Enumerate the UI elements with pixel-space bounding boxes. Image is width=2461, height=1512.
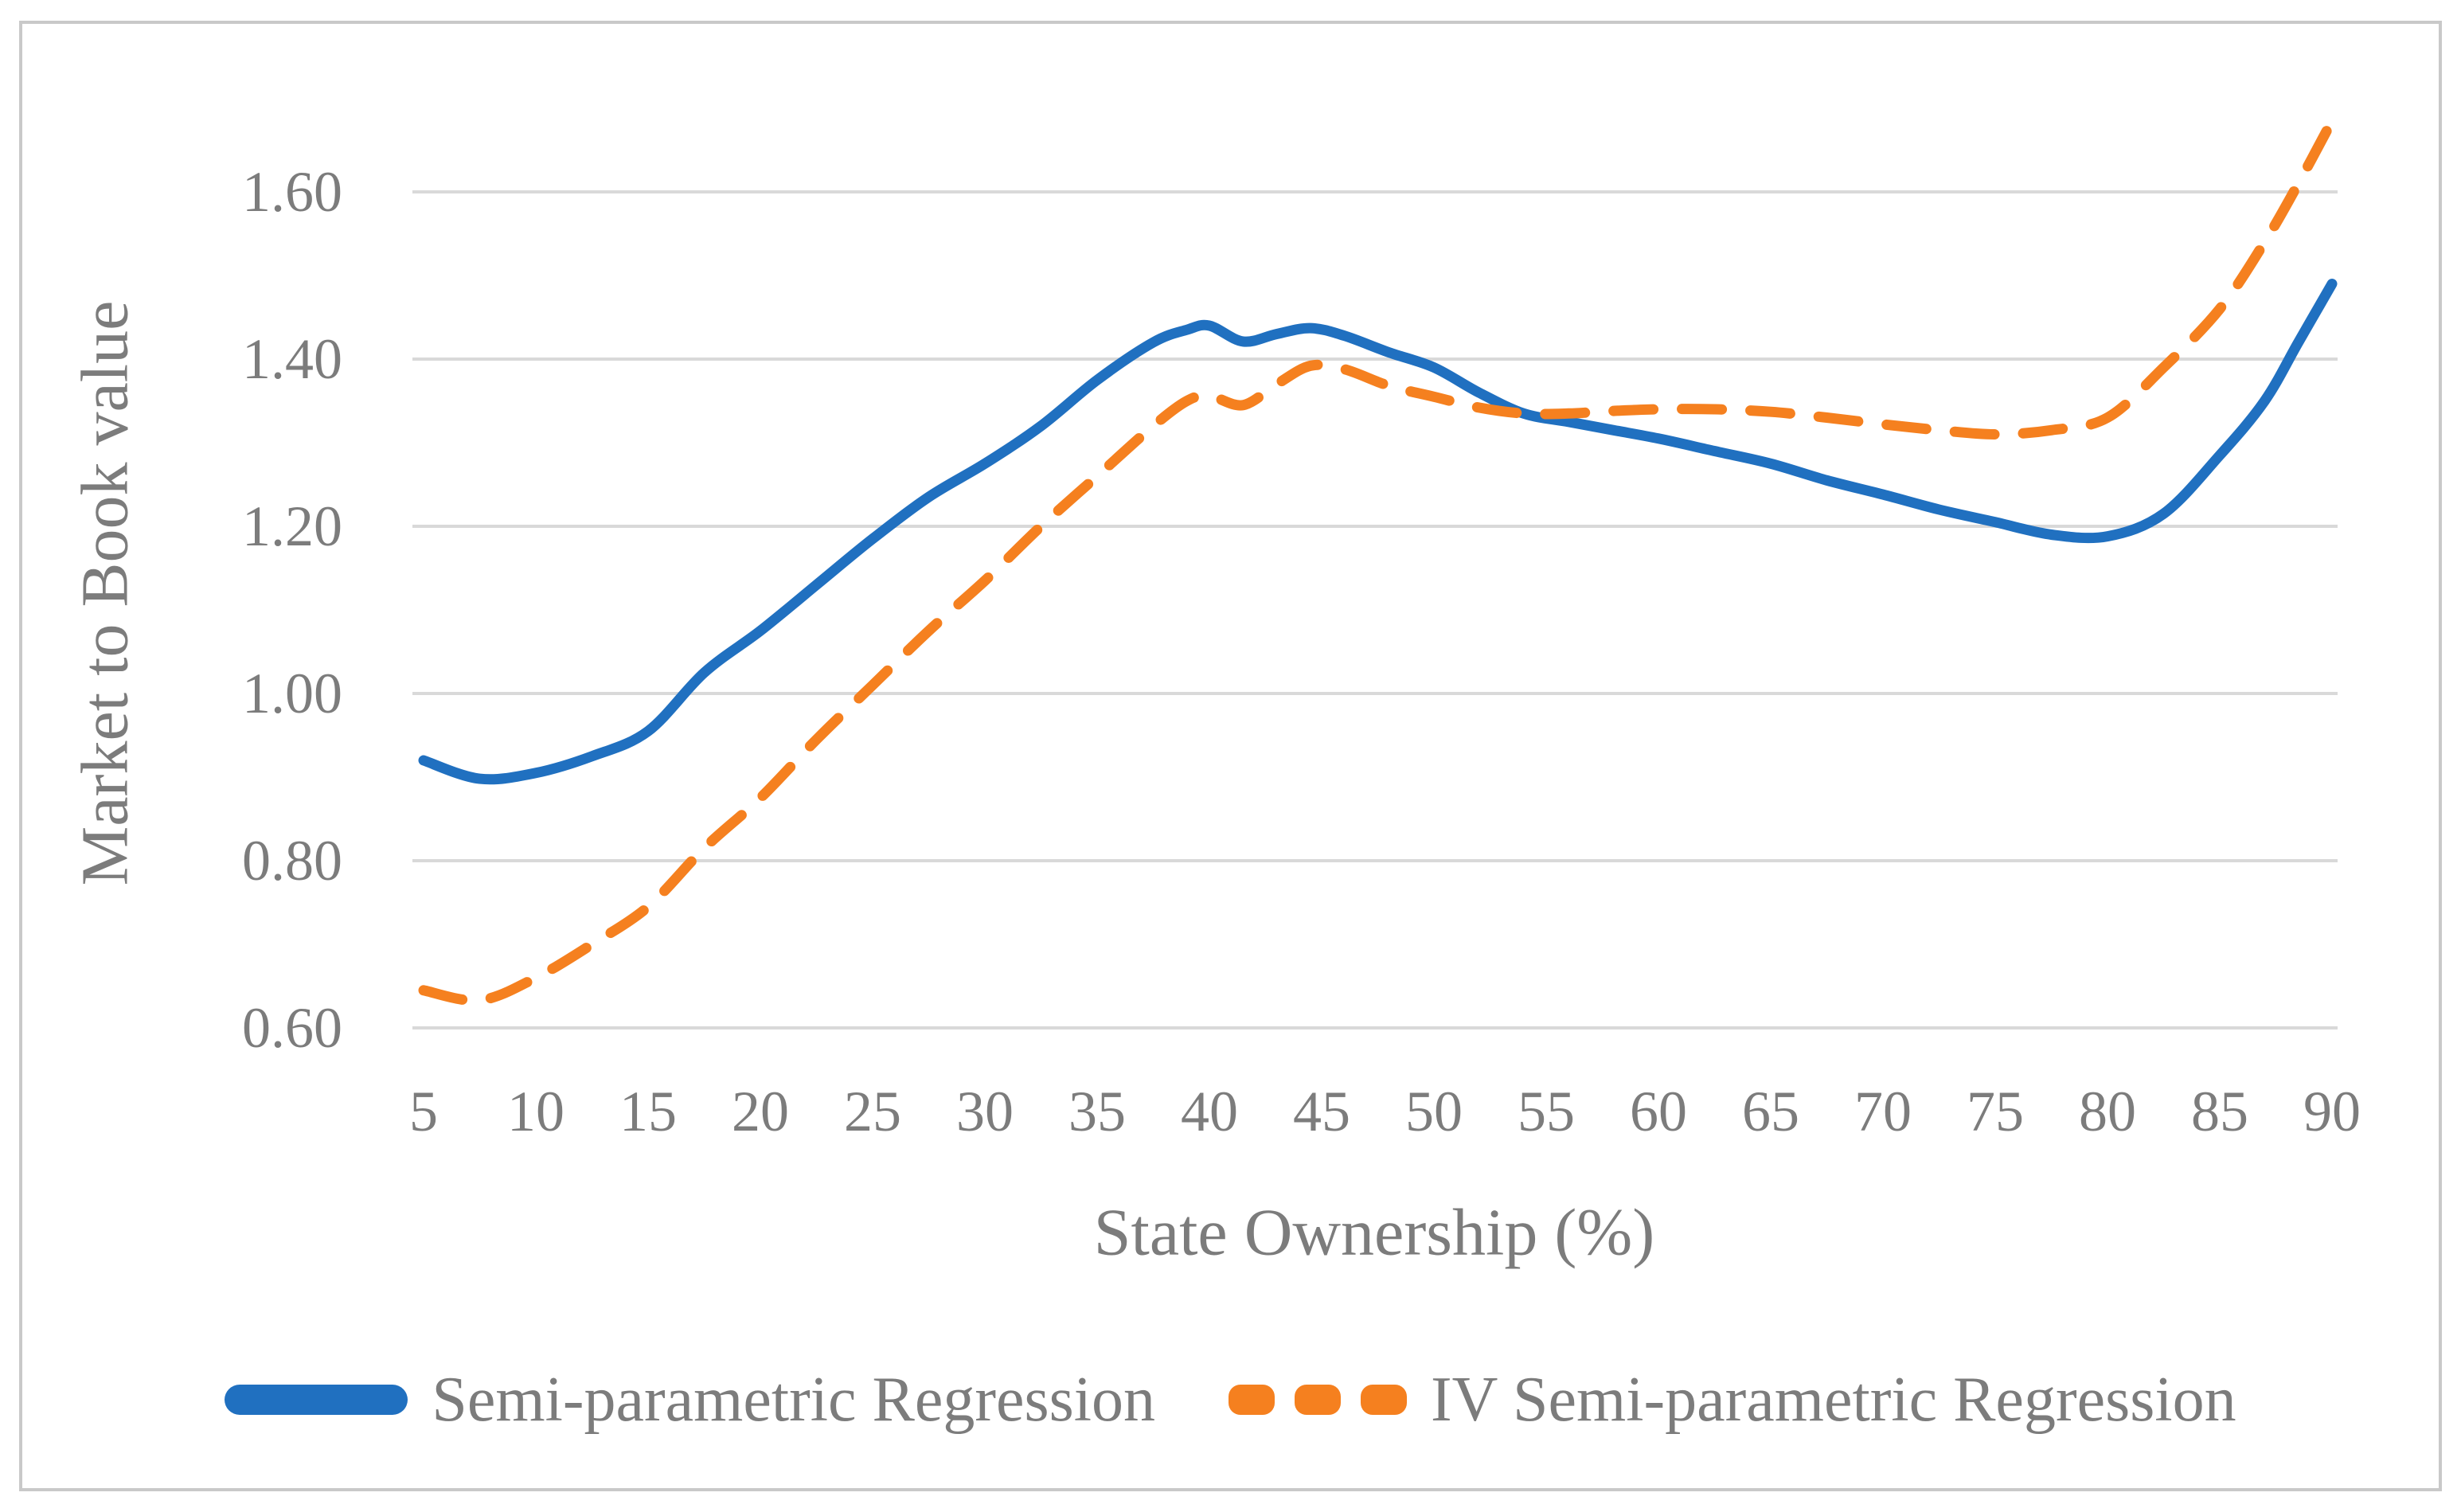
y-tick-label: 0.60 <box>242 996 342 1060</box>
series-line-dashed <box>418 115 2338 1006</box>
y-tick-label: 1.60 <box>242 160 342 224</box>
y-tick-label: 1.20 <box>242 494 342 558</box>
x-tick-label: 5 <box>409 1080 438 1143</box>
y-tick-label: 1.40 <box>242 327 342 391</box>
legend-label-iv-semi-parametric: IV Semi-parametric Regression <box>1431 1364 2236 1435</box>
x-tick-label: 55 <box>1518 1080 1575 1143</box>
legend-item-semi-parametric: Semi-parametric Regression <box>225 1364 1155 1436</box>
x-tick-label: 40 <box>1181 1080 1238 1143</box>
y-tick-label: 1.00 <box>242 662 342 725</box>
x-tick-label: 20 <box>732 1080 789 1143</box>
y-axis-title: Market to Book value <box>68 300 143 886</box>
legend-item-iv-semi-parametric: IV Semi-parametric Regression <box>1229 1364 2236 1436</box>
x-tick-label: 25 <box>844 1080 901 1143</box>
x-tick-label: 60 <box>1630 1080 1687 1143</box>
solid-line-key-icon <box>225 1385 408 1415</box>
legend-label-semi-parametric: Semi-parametric Regression <box>432 1364 1156 1435</box>
x-tick-label: 15 <box>619 1080 677 1143</box>
x-tick-label: 90 <box>2303 1080 2361 1143</box>
x-tick-label: 10 <box>507 1080 564 1143</box>
x-tick-label: 75 <box>1967 1080 2024 1143</box>
x-tick-label: 80 <box>2079 1080 2136 1143</box>
x-tick-label: 70 <box>1854 1080 1912 1143</box>
x-tick-label: 30 <box>956 1080 1014 1143</box>
y-tick-label: 0.80 <box>242 829 342 893</box>
x-tick-label: 35 <box>1068 1080 1126 1143</box>
legend: Semi-parametric Regression IV Semi-param… <box>0 1354 2461 1446</box>
dashed-line-key-icon <box>1229 1385 1408 1415</box>
x-tick-label: 50 <box>1405 1080 1463 1143</box>
x-tick-label: 65 <box>1742 1080 1799 1143</box>
x-axis-title: State Ownership (%) <box>1093 1195 1655 1270</box>
x-tick-label: 85 <box>2191 1080 2248 1143</box>
x-tick-label: 45 <box>1293 1080 1350 1143</box>
series-line-solid <box>418 279 2338 785</box>
